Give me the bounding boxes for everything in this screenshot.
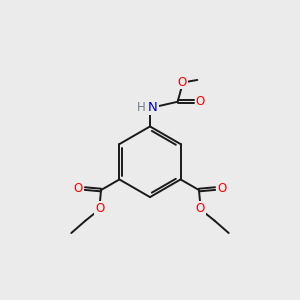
Text: H: H	[137, 101, 146, 114]
Text: O: O	[217, 182, 226, 195]
Text: O: O	[177, 76, 187, 88]
Text: O: O	[196, 202, 205, 215]
Text: O: O	[74, 182, 83, 195]
Text: O: O	[95, 202, 104, 215]
Text: O: O	[196, 95, 205, 108]
Text: N: N	[148, 101, 158, 114]
